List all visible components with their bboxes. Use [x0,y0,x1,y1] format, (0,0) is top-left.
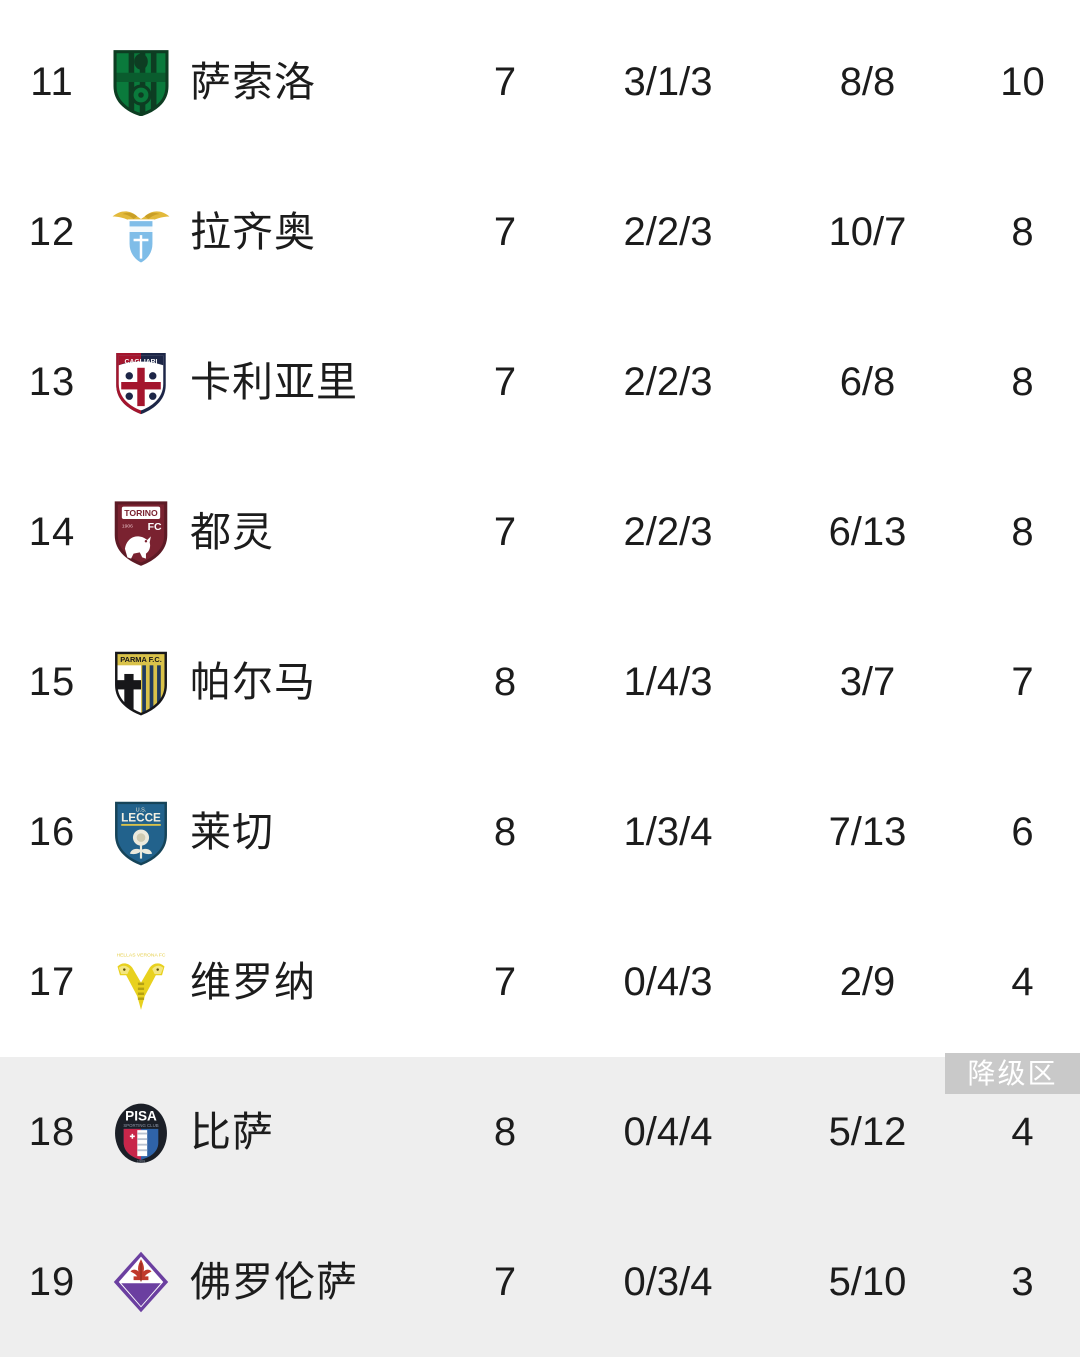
points-cell: 4 [1011,960,1034,1004]
win-draw-loss-cell: 1/3/4 [623,810,713,854]
torino-logo: TORINO 1906 FC [110,498,172,566]
svg-text:1909: 1909 [137,1159,145,1163]
team-name-cell[interactable]: 帕尔马 [190,659,316,705]
points-cell: 6 [1011,810,1034,854]
goals-for-against-cell: 6/8 [839,360,896,404]
svg-text:FC: FC [148,521,162,533]
goals-for-against-cell: 3/7 [839,660,896,704]
svg-text:CAGLIARI: CAGLIARI [125,358,158,365]
sassuolo-logo [110,48,172,116]
table-row[interactable]: 15 PARMA F.C. 帕尔马 8 1/4/3 3/7 7 [0,607,1080,757]
win-draw-loss-cell: 2/2/3 [623,210,713,254]
matches-played-cell: 7 [493,210,517,254]
rank-cell: 12 [28,210,76,254]
win-draw-loss-cell: 3/1/3 [623,60,713,104]
win-draw-loss-cell: 2/2/3 [623,510,713,554]
team-name-cell[interactable]: 都灵 [190,509,274,555]
team-crest-cell: PARMA F.C. [104,607,178,757]
table-row[interactable]: 14 TORINO 1906 FC 都灵 7 2/2/3 6/13 8 [0,457,1080,607]
goals-for-against-cell: 5/10 [828,1260,907,1304]
table-row[interactable]: 16 U.S. LECCE 莱切 8 1/3/4 7/13 6 [0,757,1080,907]
matches-played-cell: 8 [493,1110,517,1154]
goals-for-against-cell: 7/13 [828,810,907,854]
pisa-logo: PISA SPORTING CLUB 1909 [110,1098,172,1166]
goals-for-against-cell: 10/7 [828,210,907,254]
matches-played-cell: 8 [493,660,517,704]
team-name-cell[interactable]: 维罗纳 [190,959,316,1005]
svg-text:SPORTING CLUB: SPORTING CLUB [123,1123,158,1128]
rank-cell: 19 [28,1260,76,1304]
svg-text:PISA: PISA [125,1108,157,1123]
goals-for-against-cell: 5/12 [828,1110,907,1154]
win-draw-loss-cell: 0/4/4 [623,1110,713,1154]
table-row[interactable]: 19 佛罗伦萨 7 0/3/4 5/10 3 [0,1207,1080,1357]
goals-for-against-cell: 6/13 [828,510,907,554]
table-row[interactable]: 18 PISA SPORTING CLUB 1909 比萨 8 0/4/4 5/12 4 [0,1057,1080,1207]
team-crest-cell: HELLAS VERONA FC [104,907,178,1057]
team-name-cell[interactable]: 萨索洛 [190,59,316,105]
team-crest-cell: U.S. LECCE [104,757,178,907]
win-draw-loss-cell: 0/3/4 [623,1260,713,1304]
team-crest-cell: CAGLIARI [104,307,178,457]
rank-cell: 11 [30,60,74,104]
team-name-cell[interactable]: 莱切 [190,809,274,855]
svg-text:LECCE: LECCE [121,811,161,824]
matches-played-cell: 7 [493,510,517,554]
svg-text:1906: 1906 [122,523,133,529]
matches-played-cell: 7 [493,1260,517,1304]
cagliari-logo: CAGLIARI [110,348,172,416]
rank-cell: 18 [28,1110,76,1154]
matches-played-cell: 8 [493,810,517,854]
win-draw-loss-cell: 2/2/3 [623,360,713,404]
lazio-logo [110,198,172,266]
svg-text:TORINO: TORINO [124,508,158,518]
team-name-cell[interactable]: 比萨 [190,1109,274,1155]
fiorentina-logo [110,1248,172,1316]
points-cell: 10 [1000,60,1045,104]
table-row[interactable]: 12 拉齐奥 7 2/2/3 10/7 8 [0,157,1080,307]
svg-text:PARMA F.C.: PARMA F.C. [120,655,162,664]
svg-text:HELLAS VERONA FC: HELLAS VERONA FC [117,952,166,958]
matches-played-cell: 7 [493,960,517,1004]
team-name-cell[interactable]: 佛罗伦萨 [190,1259,358,1305]
lecce-logo: U.S. LECCE [110,798,172,866]
rank-cell: 15 [28,660,76,704]
rank-cell: 14 [28,510,76,554]
rank-cell: 17 [28,960,76,1004]
rank-cell: 13 [28,360,76,404]
goals-for-against-cell: 8/8 [839,60,896,104]
matches-played-cell: 7 [493,60,517,104]
parma-logo: PARMA F.C. [110,648,172,716]
team-name-cell[interactable]: 卡利亚里 [190,359,358,405]
svg-text:U.S.: U.S. [136,807,147,813]
matches-played-cell: 7 [493,360,517,404]
team-crest-cell [104,157,178,307]
points-cell: 8 [1011,210,1034,254]
team-name-cell[interactable]: 拉齐奥 [190,209,316,255]
win-draw-loss-cell: 0/4/3 [623,960,713,1004]
verona-logo: HELLAS VERONA FC [110,948,172,1016]
table-row[interactable]: 17 HELLAS VERONA FC 维罗纳 7 0/4/3 2/9 4 [0,907,1080,1057]
points-cell: 7 [1011,660,1034,704]
points-cell: 8 [1011,360,1034,404]
table-row[interactable]: 13 CAGLIARI 卡利亚里 7 2/2/3 6/8 8 [0,307,1080,457]
points-cell: 3 [1011,1260,1034,1304]
team-crest-cell [104,1207,178,1357]
rank-cell: 16 [28,810,76,854]
team-crest-cell: PISA SPORTING CLUB 1909 [104,1057,178,1207]
table-row[interactable]: 11 萨索洛 7 3/1/3 8/8 10 [0,7,1080,157]
team-crest-cell [104,7,178,157]
points-cell: 4 [1011,1110,1034,1154]
win-draw-loss-cell: 1/4/3 [623,660,713,704]
relegation-zone-badge: 降级区 [945,1053,1080,1094]
goals-for-against-cell: 2/9 [839,960,896,1004]
team-crest-cell: TORINO 1906 FC [104,457,178,607]
points-cell: 8 [1011,510,1034,554]
